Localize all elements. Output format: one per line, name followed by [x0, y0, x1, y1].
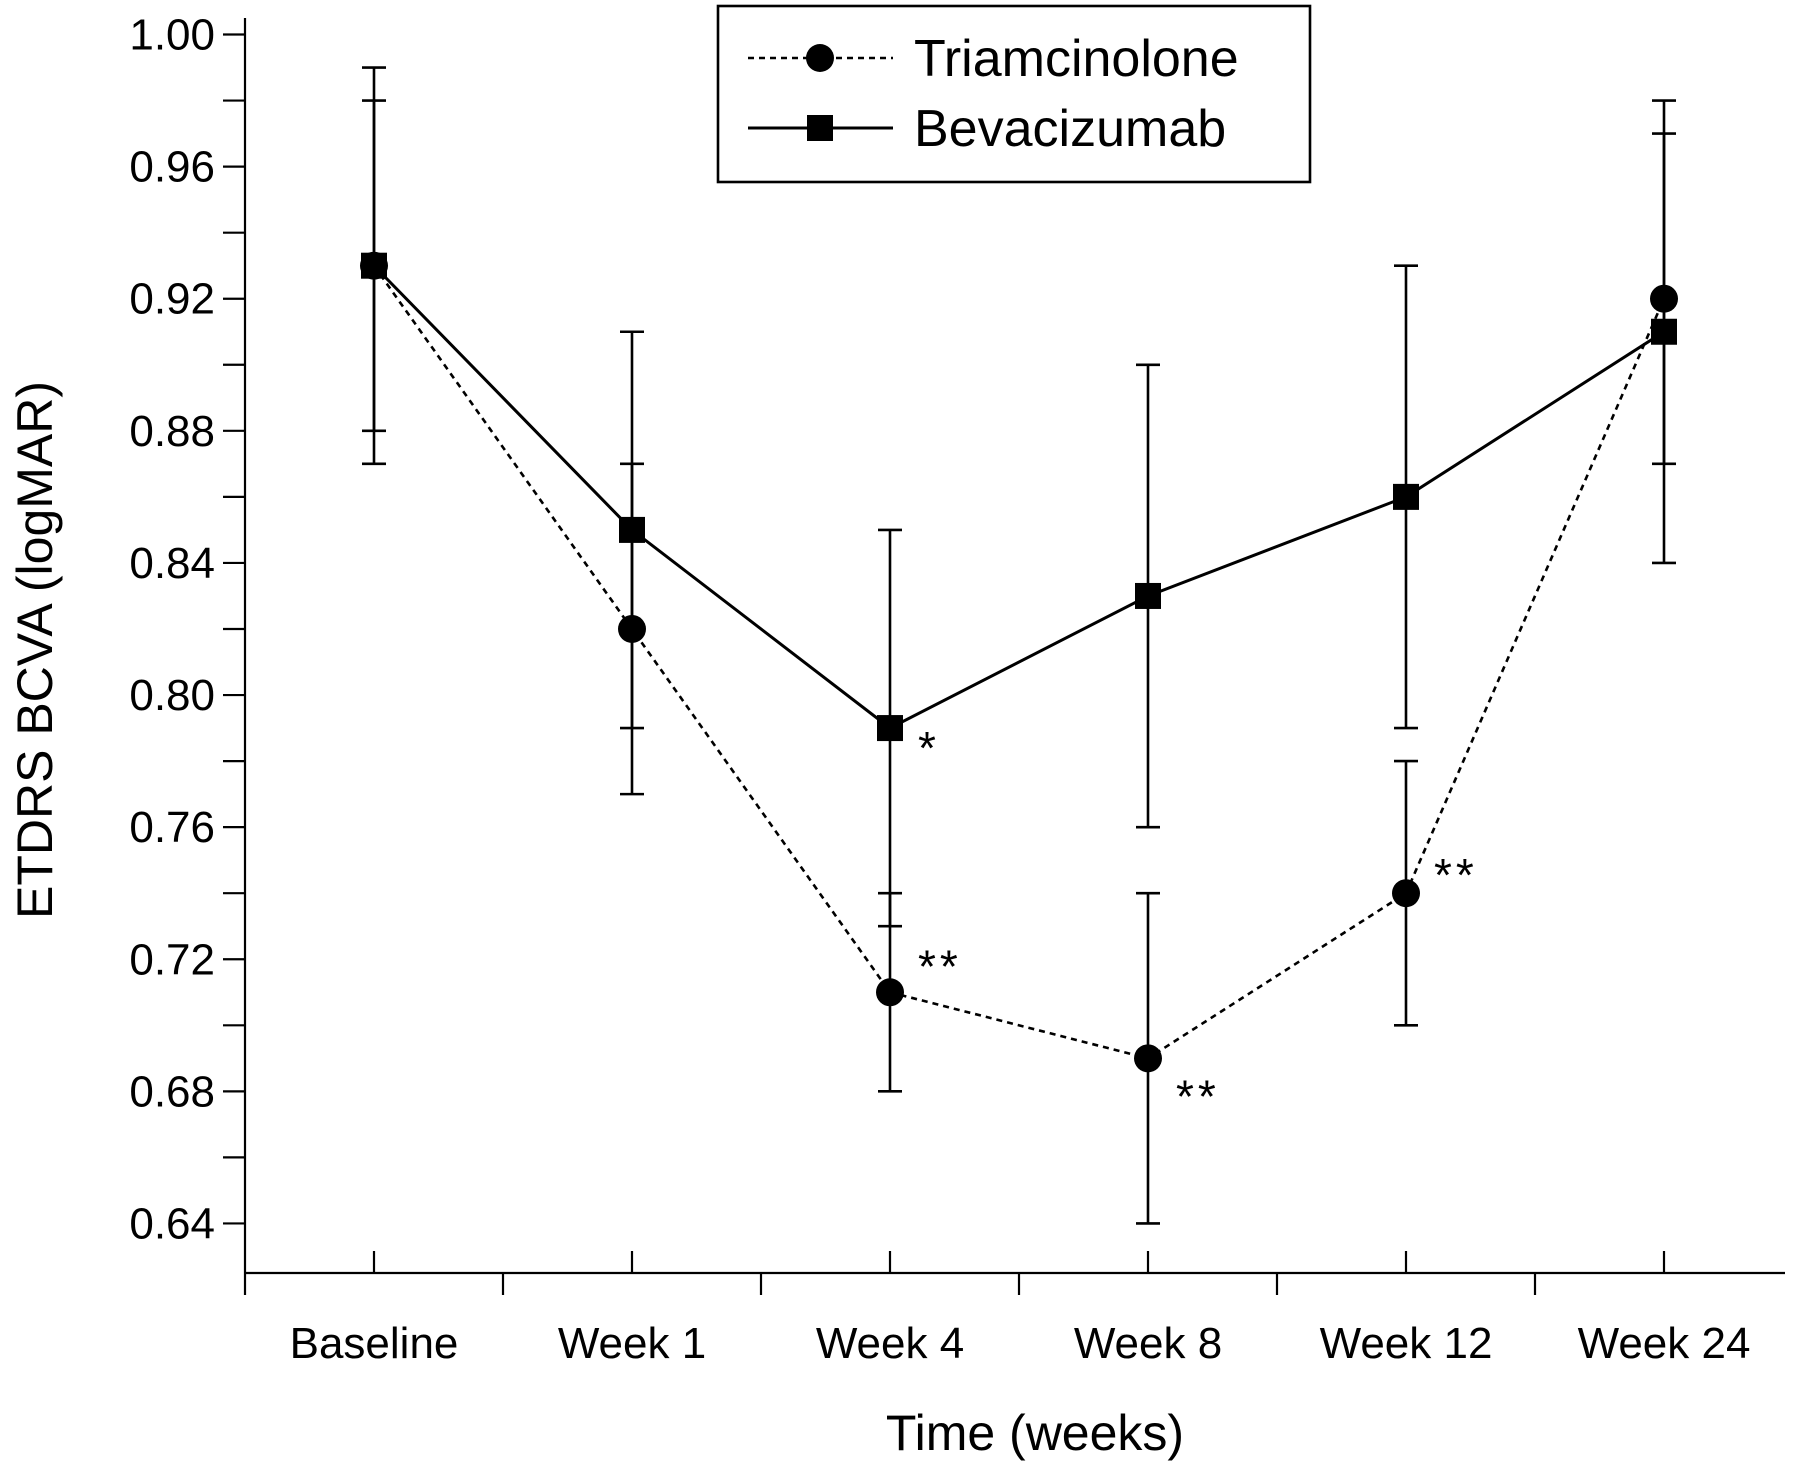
x-axis-title: Time (weeks): [886, 1405, 1184, 1461]
y-tick-label: 1.00: [129, 11, 215, 60]
legend-triamcinolone-label: Triamcinolone: [914, 30, 1239, 88]
bevacizumab-point: [1135, 582, 1161, 609]
bevacizumab-point: [877, 715, 903, 742]
triamcinolone-point: [618, 614, 646, 643]
series: [360, 251, 1678, 1073]
y-tick-label: 0.72: [129, 935, 215, 984]
bevacizumab-point: [619, 516, 645, 543]
legend: Triamcinolone Bevacizumab: [716, 4, 1312, 184]
legend-triamcinolone-marker: [806, 44, 834, 72]
bevacizumab-point: [1651, 318, 1677, 345]
y-tick-label: 0.92: [129, 275, 215, 324]
x-tick-label: Week 24: [1578, 1319, 1751, 1368]
y-tick-label: 0.88: [129, 407, 215, 456]
legend-bevacizumab-marker: [807, 115, 833, 141]
y-tick-label: 0.64: [129, 1199, 215, 1248]
significance-marker: *: [918, 722, 940, 774]
x-tick-label: Baseline: [290, 1319, 459, 1368]
significance-marker: **: [918, 940, 962, 992]
x-tick-label: Week 4: [816, 1319, 964, 1368]
y-tick-label: 0.84: [129, 539, 215, 588]
bevacizumab-point: [1393, 483, 1419, 510]
legend-bevacizumab-label: Bevacizumab: [914, 100, 1226, 158]
triamcinolone-point: [876, 978, 904, 1007]
y-tick-label: 0.80: [129, 671, 215, 720]
triamcinolone-point: [1650, 284, 1678, 313]
y-tick-label: 0.76: [129, 803, 215, 852]
y-tick-label: 0.68: [129, 1067, 215, 1116]
x-tick-label: Week 8: [1074, 1319, 1222, 1368]
y-axis-title: ETDRS BCVA (logMAR): [7, 381, 63, 919]
significance-marker: **: [1176, 1070, 1220, 1122]
x-tick-label: Week 1: [558, 1319, 706, 1368]
y-tick-label: 0.96: [129, 143, 215, 192]
bevacizumab-line: [372, 264, 1665, 730]
annotations: *******: [918, 722, 1478, 1122]
legend-box: [716, 4, 1312, 184]
significance-marker: **: [1434, 849, 1478, 901]
triamcinolone-point: [1134, 1044, 1162, 1073]
error-bars: [362, 66, 1676, 1225]
bevacizumab-point: [361, 252, 387, 279]
triamcinolone-point: [1392, 879, 1420, 908]
triamcinolone-line: [372, 264, 1666, 1060]
axes: 0.64 0.68 0.72 0.76 0.80 0.84 0.88 0.92 0.96 1.00…: [129, 11, 1785, 1368]
x-tick-label: Week 12: [1320, 1319, 1493, 1368]
